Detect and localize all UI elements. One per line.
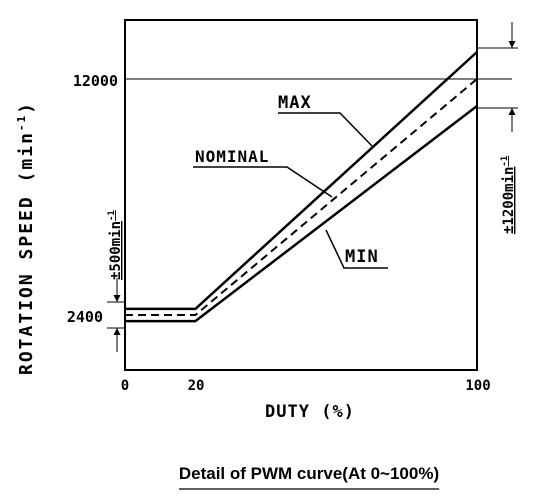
y-tick-label-2400: 2400 (67, 308, 103, 326)
x-tick-label-100: 100 (465, 378, 490, 394)
series-line-max (125, 51, 478, 311)
callout-line-nominal (193, 166, 333, 198)
x-tick-label-20: 20 (188, 378, 205, 394)
x-axis-title: DUTY (%) (265, 402, 355, 422)
series-line-min (125, 105, 478, 323)
tolerance-high-label: ±1200min-1 (500, 156, 517, 234)
x-tick-label-0: 0 (121, 378, 129, 394)
y-axis-title: ROTATION SPEED (min-1) (15, 101, 37, 375)
callout-line-max (278, 112, 373, 147)
y-tick-label-12000: 12000 (73, 72, 118, 90)
series-label-nominal: NOMINAL (195, 147, 269, 166)
plot-frame (124, 19, 478, 371)
chart-caption: Detail of PWM curve(At 0~100%) (179, 464, 439, 483)
series-label-min: MIN (345, 247, 379, 267)
callout-line-min (325, 229, 388, 269)
series-label-max: MAX (278, 93, 312, 113)
series-line-nominal (125, 78, 478, 316)
tolerance-low-label: ±500min-1 (107, 210, 124, 280)
